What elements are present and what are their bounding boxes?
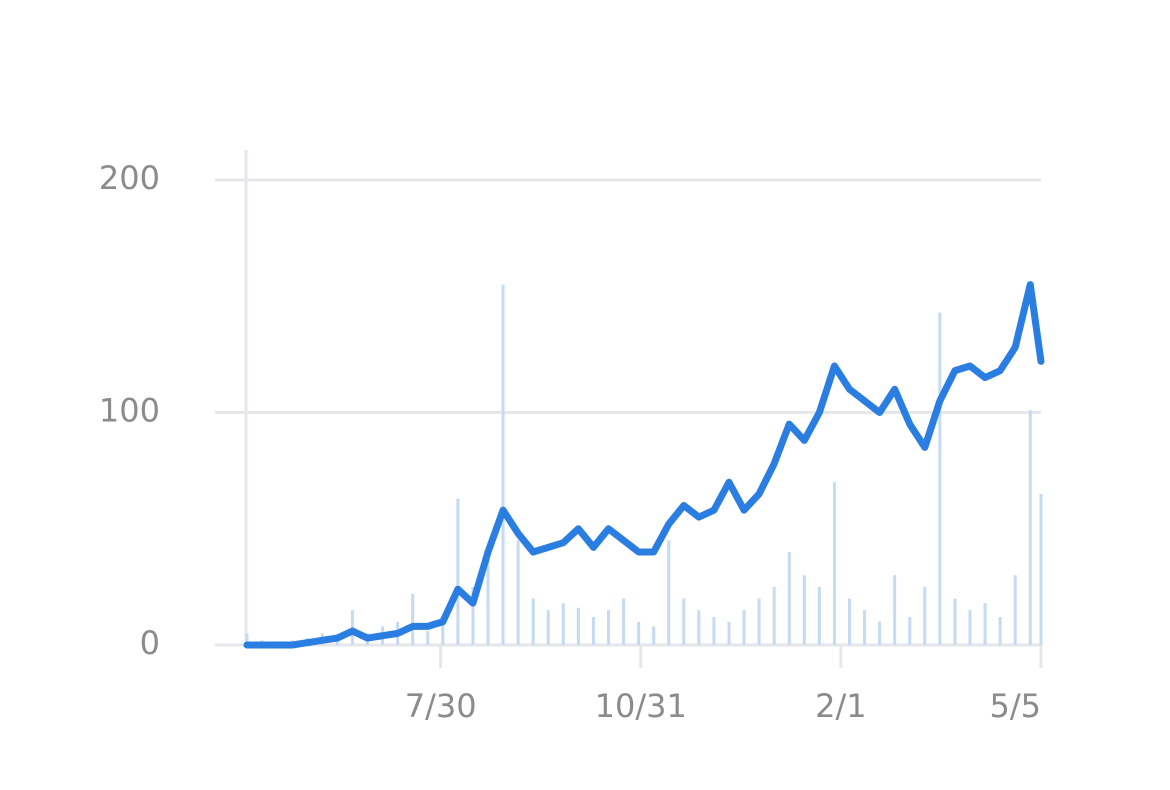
bar xyxy=(561,603,565,645)
bar xyxy=(712,617,716,645)
bar xyxy=(516,540,520,645)
x-tick-label: 5/5 xyxy=(990,687,1042,725)
bar xyxy=(426,631,430,645)
bar xyxy=(938,312,942,645)
y-tick-label: 0 xyxy=(140,624,160,662)
bar xyxy=(652,626,656,645)
bar xyxy=(983,603,987,645)
bar xyxy=(1013,575,1017,645)
bar xyxy=(576,607,580,645)
bar xyxy=(697,610,701,645)
bar xyxy=(802,575,806,645)
bar xyxy=(923,586,927,645)
bar xyxy=(832,482,836,645)
bar xyxy=(727,621,731,645)
bar xyxy=(606,610,610,645)
bar xyxy=(486,552,490,645)
bar xyxy=(531,598,535,645)
bar xyxy=(501,284,505,645)
bar xyxy=(742,610,746,645)
bar xyxy=(591,617,595,645)
bar xyxy=(1039,493,1043,645)
line xyxy=(243,281,1045,649)
bar xyxy=(772,586,776,645)
bar xyxy=(1028,410,1032,645)
bar xyxy=(787,552,791,645)
x-tick-label: 10/31 xyxy=(595,687,687,725)
bar xyxy=(411,593,415,645)
bar xyxy=(441,617,445,645)
bar xyxy=(893,575,897,645)
bar xyxy=(471,586,475,645)
bar xyxy=(622,598,626,645)
bar xyxy=(667,540,671,645)
bar xyxy=(863,610,867,645)
bar xyxy=(817,586,821,645)
bar xyxy=(637,621,641,645)
bar xyxy=(878,621,882,645)
bar xyxy=(546,610,550,645)
bar xyxy=(998,617,1002,645)
bar xyxy=(847,598,851,645)
bar xyxy=(757,598,761,645)
bar xyxy=(682,598,686,645)
x-tick-label: 7/30 xyxy=(405,687,477,725)
bar xyxy=(908,617,912,645)
y-tick-label: 100 xyxy=(99,392,160,430)
bar xyxy=(968,610,972,645)
bar xyxy=(953,598,957,645)
y-tick-label: 200 xyxy=(99,159,160,197)
x-tick-label: 2/1 xyxy=(815,687,867,725)
bar xyxy=(456,498,460,645)
bar xyxy=(245,633,249,645)
